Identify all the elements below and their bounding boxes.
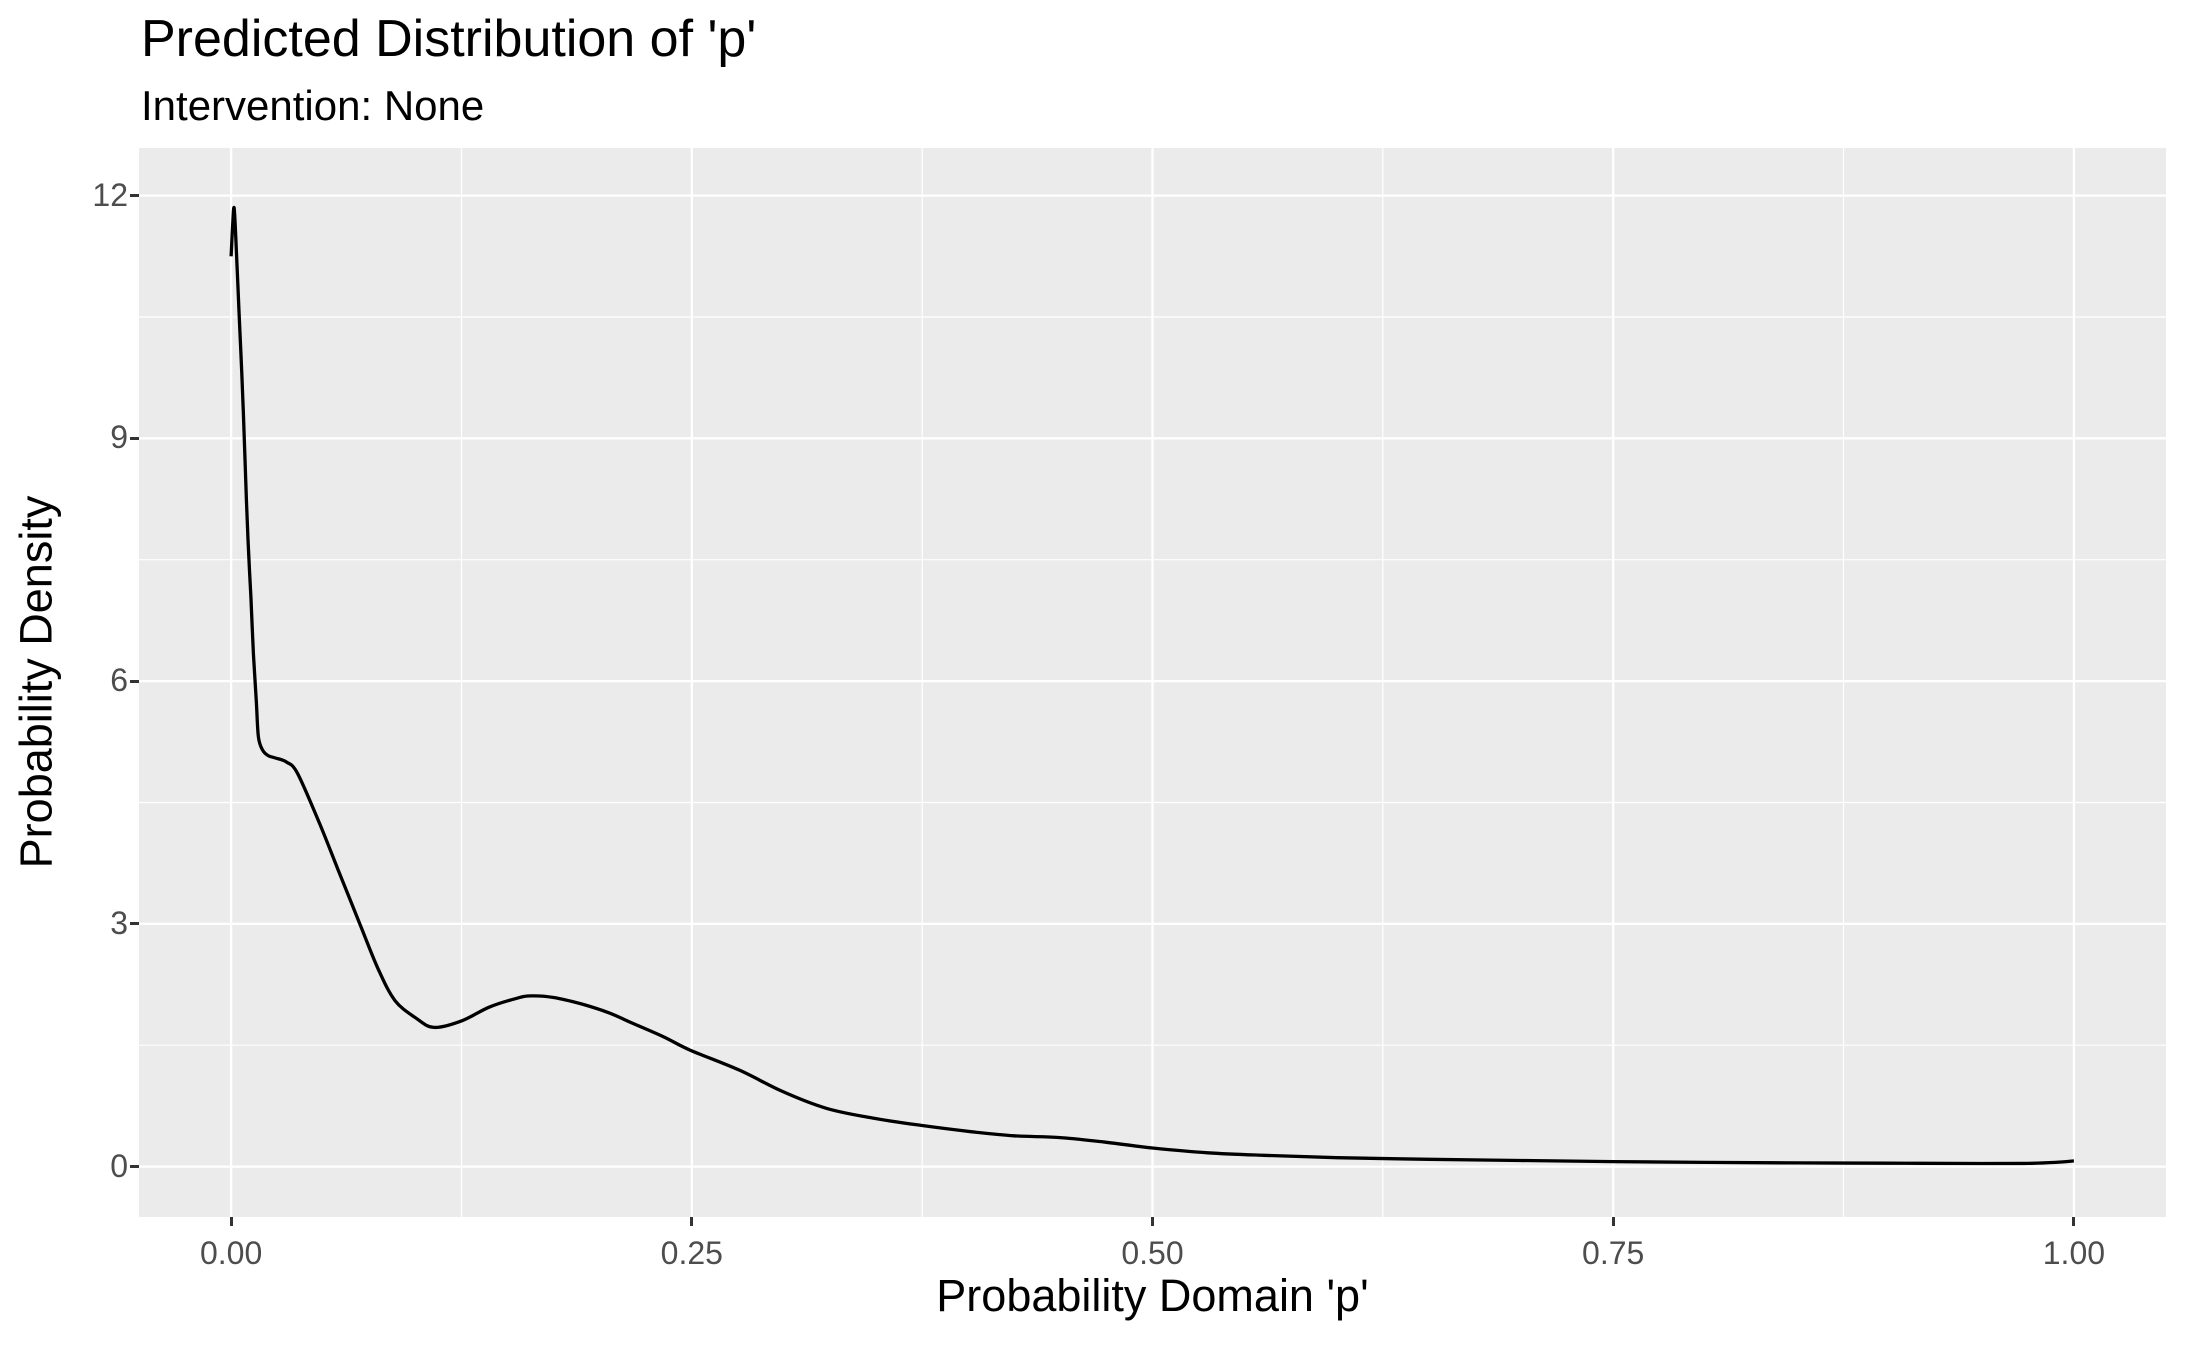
y-tick-mark [130,1165,139,1169]
density-curve [229,205,2075,1166]
y-tick-label: 3 [110,904,128,941]
y-tick-mark [130,922,139,926]
y-tick-label: 6 [110,662,128,699]
x-axis-title: Probability Domain 'p' [936,1270,1369,1321]
x-tick-label: 0.25 [660,1235,723,1271]
x-tick-label: 0.50 [1121,1235,1184,1271]
y-tick-mark [130,436,139,440]
y-tick-label: 12 [92,176,128,213]
x-tick-label: 0.75 [1582,1235,1645,1271]
x-tick-label: 1.00 [2042,1235,2106,1271]
y-tick-label: 9 [110,419,128,456]
x-tick-mark [690,1217,694,1226]
plot-title: Predicted Distribution of 'p' [141,10,757,68]
x-tick-mark [1151,1217,1154,1226]
x-tick-mark [2072,1217,2076,1226]
y-tick-mark [130,679,139,683]
major-gridlines [139,148,2166,1217]
y-tick-mark [130,194,139,198]
x-tick-label: 0.00 [199,1235,263,1271]
plot-panel [139,148,2166,1217]
density-chart-canvas [139,148,2166,1217]
y-tick-label: 0 [110,1147,128,1184]
plot-subtitle: Intervention: None [141,82,485,129]
x-tick-mark [1611,1217,1615,1226]
y-axis-title: Probability Density [10,495,62,869]
x-tick-mark [229,1217,233,1226]
